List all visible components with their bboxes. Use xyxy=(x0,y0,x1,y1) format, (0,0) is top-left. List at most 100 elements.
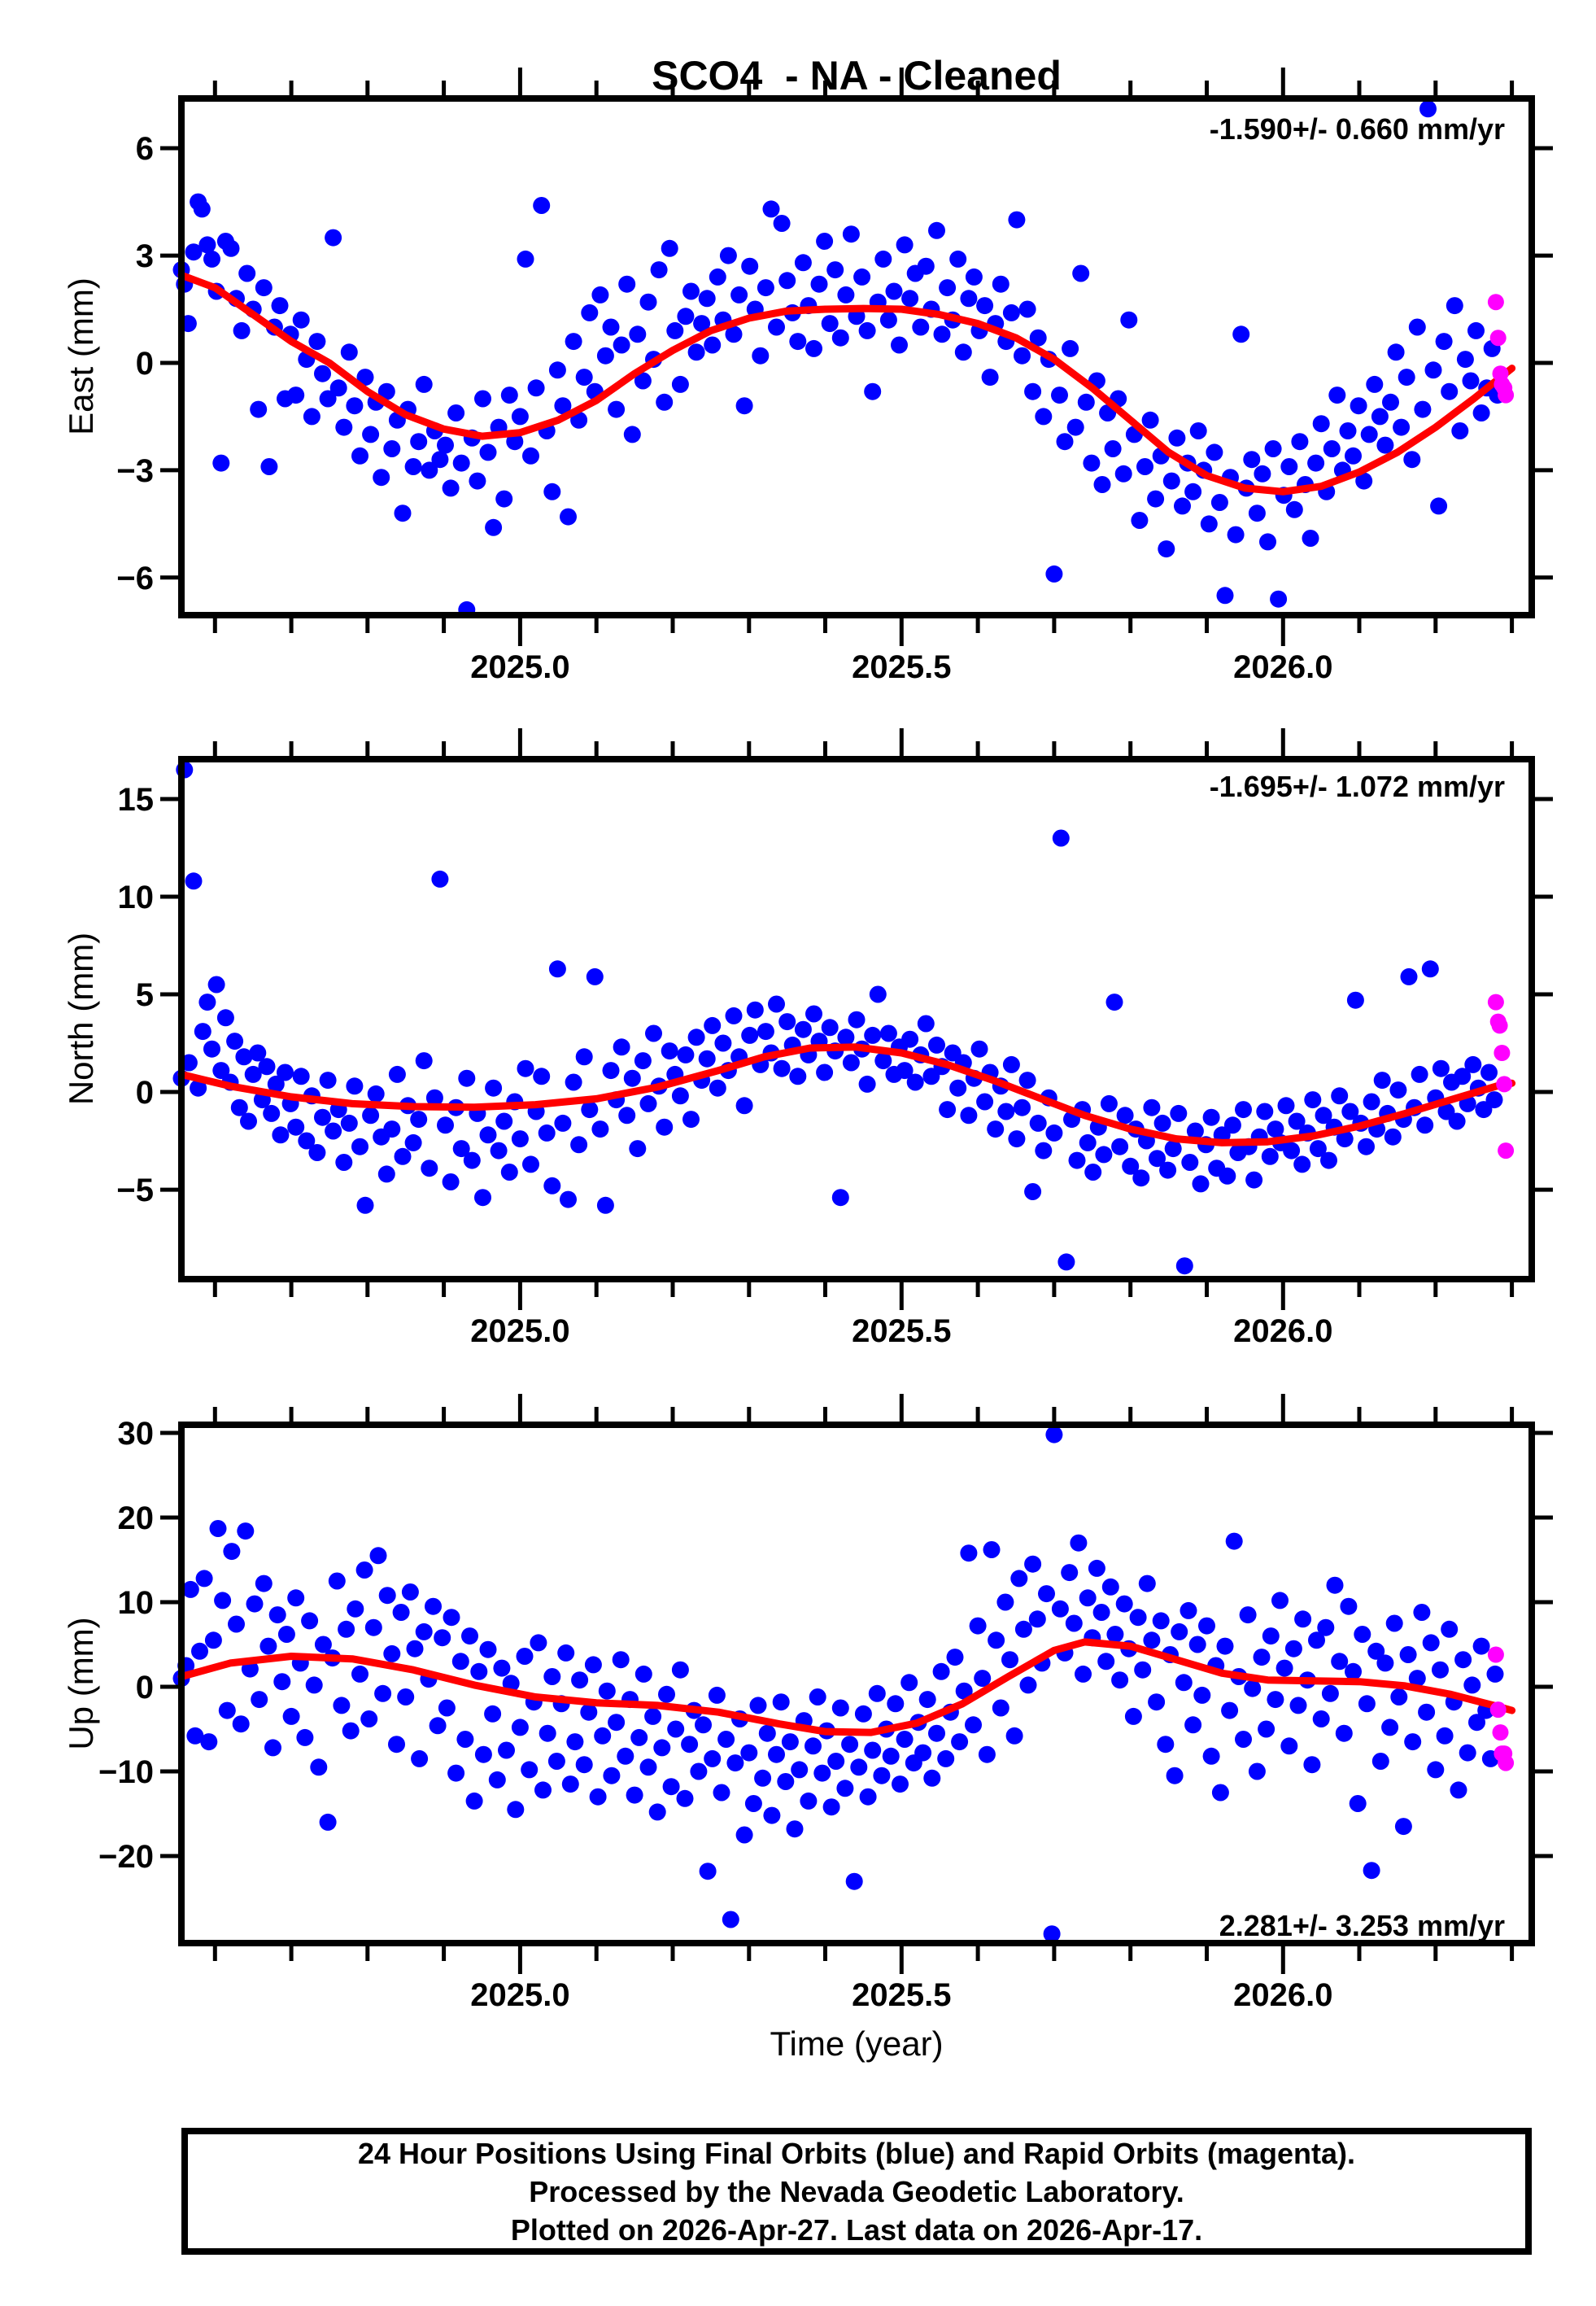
east-final-orbit-point xyxy=(1259,533,1276,551)
east-final-orbit-point xyxy=(1008,211,1026,229)
north-final-orbit-point xyxy=(1454,1068,1472,1085)
up-final-orbit-point xyxy=(200,1733,218,1751)
north-final-orbit-point xyxy=(565,1073,582,1091)
east-final-orbit-point xyxy=(687,343,705,361)
east-final-orbit-point xyxy=(976,297,994,315)
east-final-orbit-point xyxy=(554,397,572,415)
east-final-orbit-point xyxy=(1302,530,1319,547)
up-final-orbit-point xyxy=(521,1761,539,1779)
east-final-orbit-point xyxy=(442,479,460,497)
up-final-orbit-point xyxy=(374,1684,392,1702)
up-final-orbit-point xyxy=(223,1543,241,1561)
up-final-orbit-point xyxy=(1079,1589,1097,1607)
up-final-orbit-point xyxy=(667,1720,685,1738)
up-final-orbit-point xyxy=(1202,1747,1220,1765)
east-final-orbit-point xyxy=(768,318,785,336)
north-final-orbit-point xyxy=(216,1009,234,1027)
up-final-orbit-point xyxy=(319,1813,337,1831)
up-axis-title: Up (mm) xyxy=(62,1617,100,1750)
east-final-orbit-point xyxy=(596,347,614,365)
up-final-orbit-point xyxy=(1148,1693,1166,1711)
east-final-orbit-point xyxy=(1024,382,1042,400)
up-final-orbit-point xyxy=(1225,1532,1243,1550)
up-final-orbit-point xyxy=(690,1762,708,1780)
up-final-orbit-point xyxy=(277,1626,295,1643)
east-final-orbit-point xyxy=(292,311,310,329)
east-final-orbit-point xyxy=(1414,400,1432,418)
east-final-orbit-point xyxy=(1382,393,1399,411)
north-final-orbit-point xyxy=(794,1020,812,1038)
up-final-orbit-point xyxy=(511,1719,529,1736)
east-final-orbit-point xyxy=(1083,454,1101,472)
east-final-orbit-point xyxy=(623,426,641,443)
up-final-orbit-point xyxy=(763,1806,781,1824)
up-final-orbit-point xyxy=(805,1737,822,1755)
north-final-orbit-point xyxy=(287,1118,305,1136)
east-final-orbit-point xyxy=(1243,451,1261,469)
north-final-orbit-point xyxy=(474,1189,491,1207)
east-final-orbit-point xyxy=(693,315,711,333)
east-final-orbit-point xyxy=(1035,408,1053,426)
up-final-orbit-point xyxy=(273,1673,291,1691)
north-final-orbit-point xyxy=(864,1026,882,1044)
north-final-orbit-point xyxy=(960,1107,978,1125)
east-final-orbit-point xyxy=(469,472,486,490)
north-final-orbit-point xyxy=(203,1040,220,1058)
north-final-orbit-point xyxy=(421,1160,438,1177)
x-tick-label: 2025.5 xyxy=(852,649,951,685)
up-final-orbit-point xyxy=(1459,1744,1476,1762)
up-final-orbit-point xyxy=(813,1764,831,1782)
north-final-orbit-point xyxy=(656,1118,674,1136)
north-final-orbit-point xyxy=(1416,1116,1434,1134)
north-final-orbit-point xyxy=(437,1116,454,1134)
east-final-orbit-point xyxy=(661,239,678,257)
east-final-orbit-point xyxy=(933,325,951,343)
up-final-orbit-point xyxy=(451,1653,469,1671)
north-final-orbit-point xyxy=(1277,1097,1295,1115)
up-final-orbit-point xyxy=(1092,1604,1110,1621)
east-final-orbit-point xyxy=(1312,415,1330,433)
north-final-orbit-point xyxy=(618,1107,636,1125)
north-final-orbit-point xyxy=(1068,1151,1086,1169)
east-final-orbit-point xyxy=(1430,497,1448,515)
east-final-orbit-point xyxy=(960,290,978,308)
up-final-orbit-point xyxy=(1468,1714,1485,1732)
east-final-orbit-point xyxy=(452,454,470,472)
up-final-orbit-point xyxy=(626,1786,643,1804)
north-final-orbit-point xyxy=(548,960,566,978)
east-final-orbit-point xyxy=(1393,418,1411,436)
east-final-orbit-point xyxy=(954,343,972,361)
north-rapid-orbit-point xyxy=(1487,994,1504,1011)
up-final-orbit-point xyxy=(228,1615,245,1633)
north-final-orbit-point xyxy=(869,985,887,1003)
north-final-orbit-point xyxy=(1480,1063,1498,1081)
up-final-orbit-point xyxy=(237,1522,255,1540)
north-final-orbit-point xyxy=(479,1126,497,1144)
east-final-orbit-point xyxy=(410,433,428,451)
up-final-orbit-point xyxy=(1010,1570,1028,1588)
up-final-orbit-point xyxy=(1284,1640,1302,1657)
east-final-orbit-point xyxy=(1280,458,1298,475)
up-final-orbit-point xyxy=(608,1714,626,1732)
y-tick-label: −5 xyxy=(116,1173,154,1208)
north-final-orbit-point xyxy=(1018,1072,1036,1090)
east-final-orbit-point xyxy=(1467,321,1485,339)
up-final-orbit-point xyxy=(493,1659,511,1677)
east-final-orbit-point xyxy=(351,447,368,465)
up-final-orbit-point xyxy=(594,1727,612,1745)
up-final-orbit-point xyxy=(896,1731,914,1748)
up-final-orbit-point xyxy=(676,1789,694,1807)
up-final-orbit-point xyxy=(1216,1637,1234,1655)
up-final-orbit-point xyxy=(1253,1649,1271,1666)
up-rapid-orbit-point xyxy=(1498,1754,1515,1771)
up-final-orbit-point xyxy=(1175,1674,1193,1692)
north-final-orbit-point xyxy=(1235,1101,1252,1119)
up-final-orbit-point xyxy=(639,1758,657,1776)
east-final-orbit-point xyxy=(198,236,216,254)
north-final-orbit-point xyxy=(1315,1107,1332,1125)
up-final-orbit-point xyxy=(713,1784,730,1802)
east-final-orbit-point xyxy=(1248,504,1266,522)
up-final-orbit-point xyxy=(181,1580,199,1598)
up-final-orbit-point xyxy=(772,1693,790,1711)
up-final-orbit-point xyxy=(232,1715,250,1733)
